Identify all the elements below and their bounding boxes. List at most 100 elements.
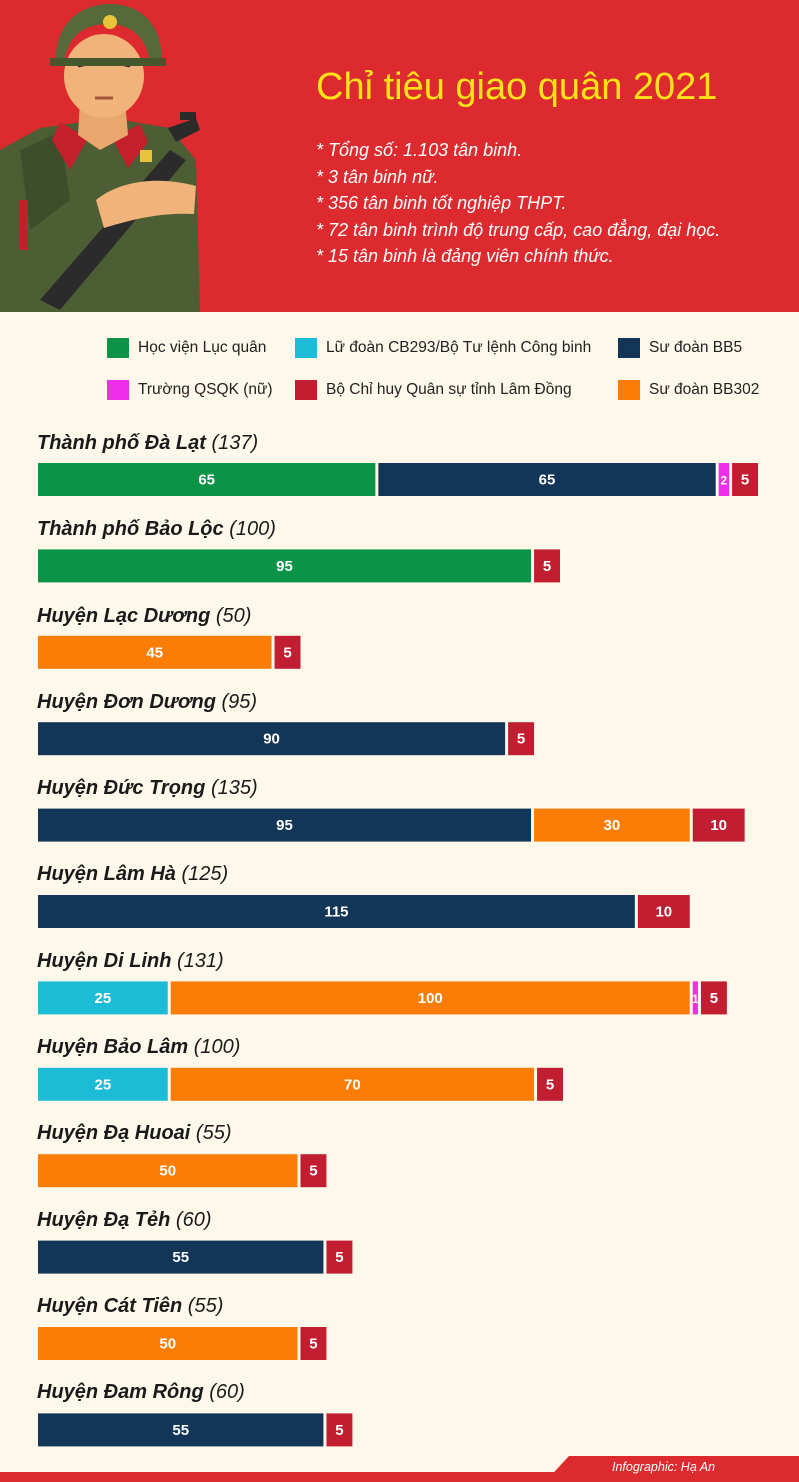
bar-segment [38, 1154, 298, 1188]
credit-tab [545, 1456, 799, 1482]
group-name: Huyện Cát Tiên [37, 1295, 183, 1317]
bar-segment [170, 981, 690, 1015]
group-label: Thành phố Bảo Lộc (100) [37, 518, 276, 541]
bar-segment [534, 549, 560, 583]
bar-segment [38, 1240, 324, 1274]
legend-swatch [618, 338, 640, 358]
bar-value-label: 10 [710, 817, 727, 834]
legend-swatch [618, 380, 640, 400]
legend-label: Trường QSQK (nữ) [138, 381, 273, 398]
legend-label: Bộ Chỉ huy Quân sự tỉnh Lâm Đồng [326, 381, 572, 398]
bar-value-label: 5 [283, 644, 291, 661]
bar-segment [170, 1067, 535, 1101]
bar-segment [38, 549, 532, 583]
group-label: Huyện Bảo Lâm (100) [37, 1036, 240, 1059]
bar-value-label: 5 [741, 472, 749, 489]
fact-line: * 356 tân binh tốt nghiệp THPT. [316, 193, 567, 213]
group-total: (60) [175, 1209, 212, 1231]
bar-segment [38, 463, 376, 496]
legend-label: Sư đoàn BB302 [649, 381, 760, 398]
bar-segment [300, 1327, 327, 1360]
bar-value-label: 90 [263, 731, 280, 748]
bar-segment [38, 981, 168, 1015]
page-title: Chỉ tiêu giao quân 2021 [316, 66, 718, 108]
group-label: Huyện Cát Tiên (55) [37, 1295, 223, 1318]
fact-line: * Tổng số: 1.103 tân binh. [316, 140, 523, 160]
legend-label: Học viện Lục quân [138, 339, 267, 356]
bar-segment [38, 635, 272, 669]
bar-value-label: 30 [604, 817, 621, 834]
group-name: Thành phố Đà Lạt [37, 432, 206, 454]
legend-item: Bộ Chỉ huy Quân sự tỉnh Lâm Đồng [295, 378, 572, 402]
bar-value-label: 50 [159, 1336, 176, 1353]
group-total: (100) [193, 1036, 241, 1058]
credit-text: Infographic: Hạ An [612, 1460, 716, 1474]
group-total: (50) [215, 605, 252, 627]
bar-value-label: 5 [309, 1163, 317, 1180]
group-label: Huyện Đạ Tẻh (60) [37, 1209, 212, 1232]
bar-segment [692, 808, 745, 842]
legend-item: Trường QSQK (nữ) [107, 378, 273, 402]
bar-value-label: 25 [95, 990, 112, 1007]
bar-segment [38, 1413, 324, 1447]
bar-value-label: 5 [710, 990, 718, 1007]
bar-segment [274, 635, 301, 669]
bar-value-label: 115 [324, 904, 348, 921]
bar-segment [732, 463, 759, 496]
group-label: Huyện Di Linh (131) [37, 950, 224, 973]
legend-item: Học viện Lục quân [107, 336, 266, 360]
legend-label: Lữ đoàn CB293/Bộ Tư lệnh Công binh [326, 339, 592, 356]
group-total: (95) [221, 691, 258, 713]
bar-value-label: 10 [655, 904, 672, 921]
bar-segment [38, 1327, 298, 1360]
bar-value-label: 65 [539, 472, 556, 489]
bar-segment [38, 722, 506, 756]
bar-segment [692, 981, 698, 1015]
bar-value-label: 45 [146, 644, 163, 661]
group-name: Huyện Đơn Dương [37, 691, 216, 713]
bar-segment [38, 808, 532, 842]
group-name: Huyện Di Linh [37, 950, 172, 972]
group-name: Huyện Đạ Tẻh [37, 1209, 171, 1231]
bar-segment [378, 463, 716, 496]
group-name: Huyện Bảo Lâm [37, 1036, 189, 1058]
bar-segment [637, 895, 690, 928]
group-total: (55) [195, 1122, 232, 1144]
bar-value-label: 5 [543, 558, 551, 575]
bar-segment [326, 1240, 353, 1274]
group-name: Huyện Đức Trọng [37, 777, 206, 799]
footer-band [0, 1472, 799, 1482]
legend-swatch [107, 380, 129, 400]
bar-value-label: 95 [276, 817, 293, 834]
bar-segment [537, 1067, 563, 1101]
group-total: (60) [209, 1381, 245, 1403]
bar-value-label: 5 [546, 1076, 554, 1093]
group-total: (131) [177, 950, 224, 972]
bar-segment [718, 463, 730, 496]
bar-value-label: 50 [159, 1163, 176, 1180]
group-label: Huyện Đam Rông (60) [37, 1381, 245, 1404]
fact-line: * 72 tân binh trình độ trung cấp, cao đẳ… [316, 219, 721, 240]
bar-segment [38, 1067, 168, 1101]
group-label: Huyện Lạc Dương (50) [37, 605, 251, 628]
group-label: Huyện Đạ Huoai (55) [37, 1122, 232, 1145]
group-total: (135) [210, 777, 258, 799]
bar-value-label: 65 [198, 472, 215, 489]
group-label: Huyện Đức Trọng (135) [37, 777, 258, 800]
bar-segment [326, 1413, 353, 1447]
bar-value-label: 70 [344, 1076, 361, 1093]
bar-value-label: 25 [95, 1076, 112, 1093]
group-label: Huyện Lâm Hà (125) [37, 863, 228, 886]
bar-value-label: 5 [309, 1336, 317, 1353]
bar-segment [300, 1154, 327, 1188]
bar-value-label: 5 [335, 1249, 343, 1266]
bar-value-label: 1 [692, 992, 699, 1006]
group-total: (125) [181, 863, 229, 885]
bar-value-label: 5 [517, 731, 525, 748]
bar-segment [534, 808, 690, 842]
fact-line: * 3 tân binh nữ. [316, 166, 439, 187]
bar-segment [508, 722, 535, 756]
bar-value-label: 2 [721, 474, 728, 488]
group-total: (137) [211, 432, 259, 454]
bar-value-label: 55 [172, 1249, 189, 1266]
